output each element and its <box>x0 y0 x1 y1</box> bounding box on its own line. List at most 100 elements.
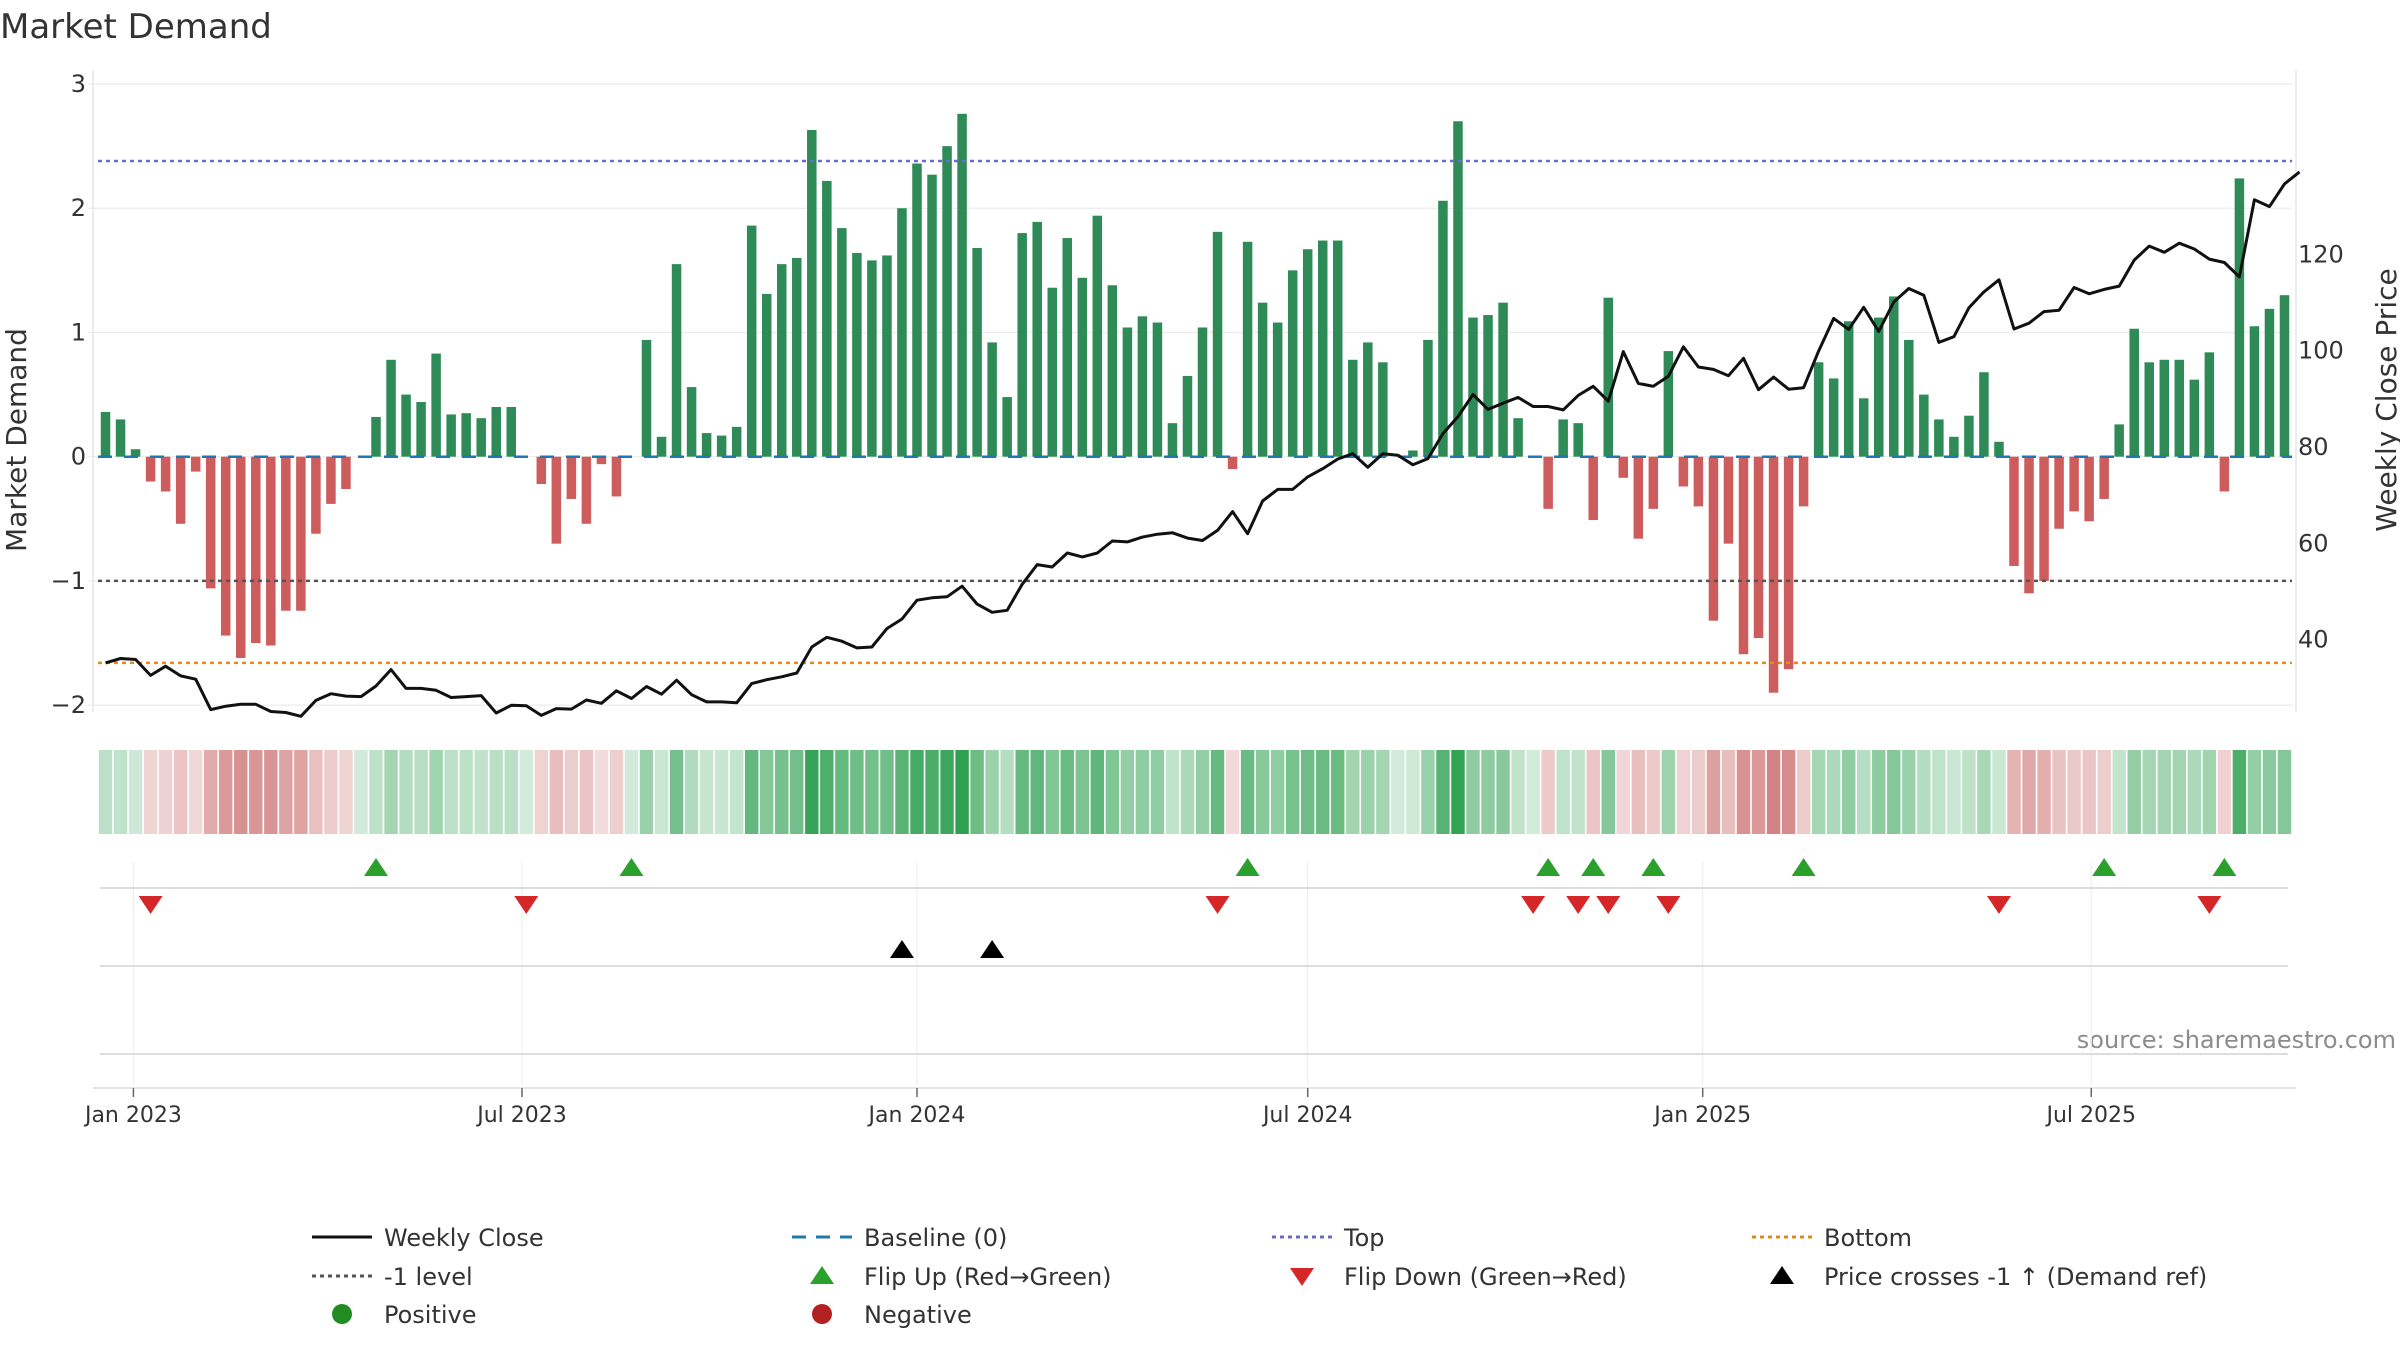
heat-cell <box>1135 750 1150 834</box>
heat-cell <box>609 750 624 834</box>
demand-bar <box>792 257 802 457</box>
flip-down-marker <box>2197 896 2222 914</box>
heat-cell <box>309 750 323 834</box>
heat-cell <box>369 750 383 834</box>
left-axis-label: Market Demand <box>0 328 33 552</box>
legend-item: Baseline (0) <box>792 1224 1007 1252</box>
x-tick-label: Jan 2025 <box>1652 1103 1751 1128</box>
legend-label: Flip Up (Red→Green) <box>864 1263 1112 1291</box>
demand-bar <box>175 456 186 524</box>
demand-bar <box>1468 317 1478 457</box>
flip-down-marker <box>514 896 539 914</box>
heat-cell <box>203 750 218 834</box>
demand-bar <box>1152 322 1163 457</box>
heat-cell <box>2037 750 2051 834</box>
demand-bar <box>1333 240 1343 457</box>
heat-cell <box>955 750 969 834</box>
demand-bar <box>251 456 261 644</box>
demand-bar <box>461 413 471 457</box>
heat-cell <box>2052 750 2066 834</box>
demand-bar <box>746 225 757 457</box>
heat-cell <box>1000 750 1014 834</box>
heat-cell <box>519 750 533 834</box>
demand-bar <box>281 456 291 611</box>
demand-bar <box>1753 456 1764 639</box>
demand-bar <box>987 342 997 457</box>
heat-cell <box>2067 750 2081 834</box>
demand-bar <box>1648 456 1659 509</box>
price-cross-marker <box>980 940 1005 958</box>
x-tick-label: Jan 2024 <box>867 1103 966 1128</box>
demand-bar <box>882 255 892 457</box>
heat-cell <box>1992 750 2006 834</box>
demand-bar <box>1408 450 1418 457</box>
right-tick-label: 40 <box>2298 626 2329 654</box>
demand-bar <box>776 264 787 457</box>
heat-cell <box>1601 750 1615 834</box>
heat-cell <box>1751 750 1766 834</box>
heat-cell <box>820 750 834 834</box>
right-tick-label: 60 <box>2298 529 2329 557</box>
legend-item: Flip Down (Green→Red) <box>1290 1263 1627 1291</box>
heat-cell <box>339 750 353 834</box>
heat-cell <box>1285 750 1300 834</box>
demand-bar <box>2129 328 2139 457</box>
demand-bar <box>1738 456 1749 655</box>
demand-bar <box>2069 456 2079 512</box>
demand-bar <box>897 208 907 457</box>
heat-cell <box>970 750 984 834</box>
price-cross-marker <box>889 940 914 958</box>
demand-bar <box>1272 322 1283 457</box>
demand-bar <box>1678 456 1689 487</box>
heat-cell <box>1676 750 1691 834</box>
legend-item: Bottom <box>1752 1224 1912 1252</box>
demand-bar <box>1663 351 1674 457</box>
heat-cell <box>835 750 849 834</box>
heat-cell <box>1691 750 1706 834</box>
demand-bar <box>1873 317 1884 457</box>
heat-cell <box>624 750 639 834</box>
demand-bar <box>1723 456 1734 544</box>
right-tick-label: 120 <box>2298 240 2344 268</box>
heat-cell <box>2127 750 2141 834</box>
flip-down-marker <box>1566 896 1591 914</box>
demand-bar <box>1813 362 1824 457</box>
heat-strip <box>98 750 2292 834</box>
demand-bar <box>536 456 547 485</box>
flip-up-marker <box>1536 858 1561 876</box>
demand-bar <box>1693 456 1704 507</box>
heat-cell <box>128 750 143 834</box>
heat-cell <box>1917 750 1931 834</box>
demand-bar <box>1423 339 1433 457</box>
demand-bar <box>912 163 922 457</box>
demand-bar <box>2144 362 2154 457</box>
legend: Weekly Close Baseline (0) Top Bottom -1 leve… <box>312 1224 2207 1329</box>
heat-cell <box>113 750 128 834</box>
demand-bar <box>2009 456 2019 567</box>
left-tick-label: 3 <box>71 70 86 98</box>
demand-bar <box>1182 375 1193 457</box>
demand-bar <box>2264 308 2275 457</box>
heat-cell <box>2142 750 2156 834</box>
heat-cell <box>1361 750 1375 834</box>
heat-cell <box>549 750 564 834</box>
right-axis-label: Weekly Close Price <box>2370 268 2400 531</box>
left-tick-label: 2 <box>71 194 86 222</box>
circle-icon <box>812 1304 832 1324</box>
heat-cell <box>474 750 488 834</box>
demand-bar <box>1002 397 1012 457</box>
demand-bar <box>1768 456 1779 693</box>
demand-bar <box>416 402 426 457</box>
heat-cell <box>429 750 443 834</box>
legend-label: Flip Down (Green→Red) <box>1344 1263 1627 1291</box>
demand-bar <box>1197 327 1208 457</box>
heat-cell <box>699 750 714 834</box>
heat-cell <box>1556 750 1570 834</box>
heat-cell <box>714 750 729 834</box>
demand-bar <box>2099 456 2109 499</box>
heat-cell <box>384 750 398 834</box>
demand-bar <box>611 456 622 497</box>
demand-bar <box>1843 321 1854 457</box>
legend-label: -1 level <box>384 1263 473 1291</box>
